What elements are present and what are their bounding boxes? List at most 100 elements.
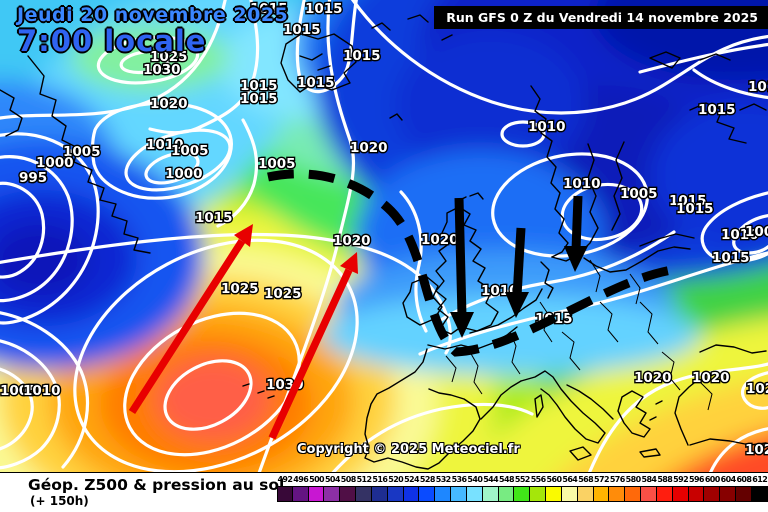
colorbar-swatch [482,486,499,502]
colorbar-swatch [751,486,768,502]
colorbar-value: 612 [752,475,768,484]
pressure-labels: 1015 101510151015101510151015102510301020… [0,0,768,459]
colorbar-swatch [530,486,547,502]
colorbar-value: 588 [657,475,673,484]
colorbar-value: 604 [720,475,736,484]
coastlines [0,14,767,470]
colorbar-value: 512 [356,475,372,484]
colorbar-value: 576 [609,475,625,484]
colorbar-swatch [308,486,325,502]
colorbar-value: 580 [625,475,641,484]
pressure-label: 1015 [712,250,750,266]
forecast-hour: (+ 150h) [30,494,89,508]
colorbar-value: 500 [309,475,325,484]
pressure-label: 1020 [421,232,459,248]
legend-bar: Géop. Z500 & pression au sol (+ 150h) 49… [0,472,768,512]
red-arrow-icon [128,224,253,415]
pressure-label: 1010 [563,176,601,192]
colorbar-value: 560 [546,475,562,484]
pressure-label: 1030 [143,62,181,78]
black-arrow-icon [450,197,474,338]
colorbar-swatch [561,486,578,502]
colorbar-swatches [277,486,768,502]
pressure-label: 1015 [669,193,707,209]
pressure-label: 1005 [63,144,101,160]
pressure-label: 995 [19,170,47,186]
colorbar-swatch [340,486,357,502]
pressure-label: 1010 [748,79,768,95]
colorbar-swatch [625,486,642,502]
pressure-label: 1020 [745,442,768,458]
pressure-label: 1015 [250,1,288,17]
pressure-label: 1020 [333,233,371,249]
colorbar-swatch [720,486,737,502]
colorbar-value: 596 [688,475,704,484]
pressure-label: 1010 [146,137,184,153]
colorbar-swatch [356,486,372,502]
colorbar-values: 492 496 500 504 508 512 516 520 524 528 532 536 540 5… [277,475,768,485]
geopotential-colorbar: 492 496 500 504 508 512 516 520 524 528 532 536 540 5… [277,475,768,502]
pressure-label: 1025 [150,49,188,65]
colorbar-swatch [577,486,594,502]
colorbar-swatch [403,486,420,502]
colorbar-value: 548 [499,475,514,484]
pressure-label: 1015 [698,102,736,118]
colorbar-swatch [656,486,673,502]
pressure-label: 1010 [528,119,566,135]
colorbar-swatch [514,486,531,502]
colorbar-swatch [277,486,293,502]
colorbar-value: 504 [324,475,340,484]
colorbar-swatch [292,486,309,502]
colorbar-value: 544 [483,475,499,484]
colorbar-value: 508 [340,475,356,484]
red-arrows [128,224,358,440]
colorbar-value: 584 [641,475,657,484]
colorbar-swatch [371,486,388,502]
colorbar-value: 572 [594,475,609,484]
pressure-label: 1000 [36,155,74,171]
colorbar-swatch [546,486,562,502]
date-label: Jeudi 20 novembre 2025 [17,4,289,26]
pressure-label: 1025 [746,381,768,397]
colorbar-swatch [688,486,705,502]
colorbar-value: 528 [419,475,435,484]
map-title: Géop. Z500 & pression au sol [28,476,285,494]
black-arrows [450,195,588,338]
pressure-label: 1015 [676,201,714,217]
time-label: 7:00 locale [17,24,207,58]
colorbar-value: 524 [404,475,419,484]
pressure-label: 1005 [171,143,209,159]
geopotential-color-field [0,0,768,472]
colorbar-value: 516 [372,475,388,484]
colorbar-swatch [641,486,657,502]
colorbar-swatch [609,486,626,502]
pressure-label: 1010 [23,383,61,399]
colorbar-value: 556 [530,475,546,484]
pressure-label: 1020 [692,370,730,386]
colorbar-value: 608 [736,475,752,484]
pressure-label: 1005 [258,156,296,172]
pressure-label: 1005 [745,224,768,240]
pressure-label: 1020 [350,140,388,156]
model-run-banner: Run GFS 0 Z du Vendredi 14 novembre 2025 [434,6,768,29]
colorbar-swatch [466,486,483,502]
colorbar-value: 492 [277,475,293,484]
colorbar-swatch [419,486,436,502]
pressure-label: 1015 [283,22,321,38]
colorbar-value: 564 [562,475,578,484]
pressure-label: 1015 [240,91,278,107]
pressure-label: 1010 [721,227,759,243]
colorbar-value: 540 [467,475,483,484]
pressure-label: 1025 [264,286,302,302]
colorbar-swatch [593,486,610,502]
colorbar-value: 536 [451,475,467,484]
pressure-label: 1025 [221,281,259,297]
black-arrow-icon [564,195,588,272]
colorbar-value: 552 [514,475,530,484]
pressure-label: 1015 [343,48,381,64]
colorbar-swatch [672,486,689,502]
pressure-label: 1015 [305,1,343,17]
black-arrow-icon [505,227,529,318]
pressure-label: 1020 [150,96,188,112]
